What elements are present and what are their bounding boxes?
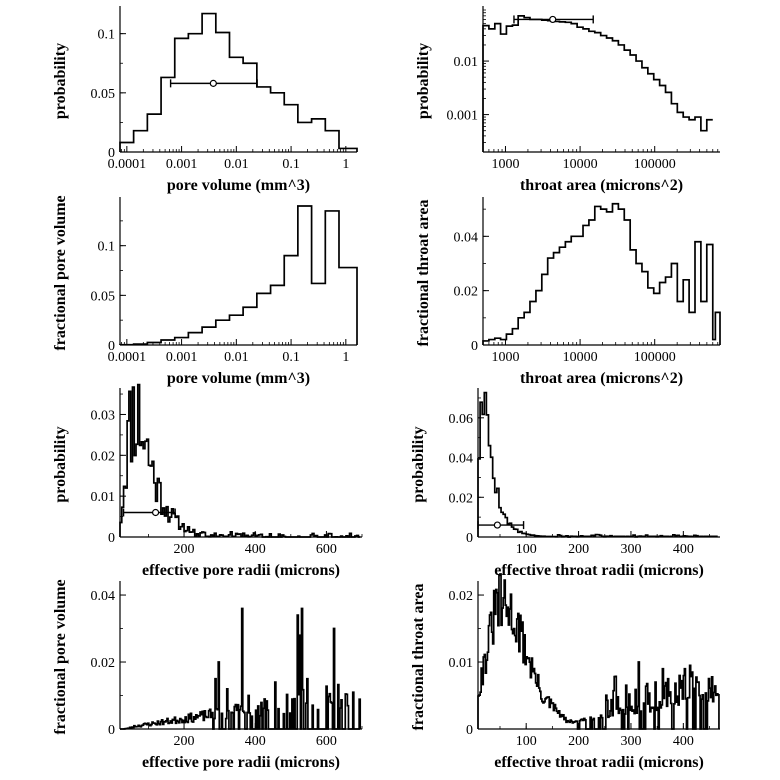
y-tick-label: 0 — [466, 531, 473, 546]
y-tick-label: 0.01 — [449, 656, 474, 671]
y-tick-label: 0.02 — [91, 449, 116, 464]
y-axis-label: fractional throat area — [415, 200, 432, 347]
panel-effective-pore-radii-probability: 200 400 600 0 0.01 0.02 0.03 effective pore rad… — [52, 383, 363, 579]
y-tick-label: 0.02 — [449, 589, 474, 604]
panel-pore-volume-probability: 0.0001 0.001 0.01 0.1 1 0 0.05 0.1 pore volume (… — [52, 6, 358, 194]
y-axis-label: probability — [52, 426, 69, 502]
y-tick-label: 0.001 — [447, 109, 479, 124]
x-axis-label: throat area (microns^2) — [520, 370, 683, 387]
panel-throat-area-fractional: 1000 10000 100000 0 0.02 0.04 throat area (mic… — [415, 197, 721, 387]
panel-pore-volume-fractional: 0.0001 0.001 0.01 0.1 1 0 0.05 0.1 pore volume (… — [52, 195, 358, 387]
x-tick-label: 100 — [516, 734, 537, 749]
x-tick-label: 0.0001 — [108, 157, 147, 172]
y-tick-label: 0.05 — [91, 87, 116, 102]
mean-marker — [549, 15, 557, 24]
y-tick-label: 0.02 — [91, 656, 116, 671]
x-tick-label: 600 — [316, 542, 337, 557]
y-axis-label: probability — [52, 43, 69, 119]
x-tick-label: 400 — [673, 542, 694, 557]
x-axis-label: pore volume (mm^3) — [167, 177, 310, 194]
x-tick-label: 300 — [620, 734, 641, 749]
y-tick-label: 0 — [471, 339, 478, 354]
y-axis-label: fractional throat area — [410, 584, 427, 731]
histogram-series — [119, 205, 358, 346]
x-tick-label: 10000 — [563, 157, 598, 172]
x-tick-label: 0.001 — [166, 350, 198, 365]
y-axis-label: probability — [410, 426, 427, 502]
x-tick-label: 400 — [245, 734, 266, 749]
x-tick-label: 1000 — [491, 350, 519, 365]
x-axis-label: effective pore radii (microns) — [142, 562, 340, 579]
mean-errorbar — [513, 15, 594, 24]
histogram-series — [482, 14, 713, 152]
x-tick-label: 0.1 — [282, 350, 300, 365]
y-tick-label: 0 — [108, 339, 115, 354]
panel-effective-pore-radii-fractional: 200 400 600 0 0.02 0.04 effective pore radii (… — [52, 579, 363, 771]
y-axis-label: fractional pore volume — [52, 195, 69, 350]
x-tick-label: 100000 — [634, 157, 676, 172]
y-tick-label: 0 — [108, 146, 115, 161]
histogram-series — [477, 391, 718, 538]
x-tick-label: 0.01 — [224, 157, 249, 172]
y-tick-label: 0.01 — [91, 490, 116, 505]
y-tick-label: 0.02 — [449, 491, 474, 506]
x-tick-label: 0.001 — [166, 157, 198, 172]
histogram-series — [477, 573, 720, 730]
y-tick-label: 0.04 — [454, 230, 479, 245]
mean-errorbar — [477, 521, 525, 530]
x-axis-label: effective throat radii (microns) — [494, 754, 704, 771]
x-tick-label: 1000 — [491, 157, 519, 172]
x-tick-label: 0.01 — [224, 350, 249, 365]
y-tick-label: 0 — [466, 723, 473, 738]
x-tick-label: 10000 — [563, 350, 598, 365]
mean-errorbar — [122, 508, 176, 517]
x-tick-label: 0.0001 — [108, 350, 147, 365]
y-tick-label: 0.04 — [449, 452, 474, 467]
x-tick-label: 100 — [516, 542, 537, 557]
x-axis-label: pore volume (mm^3) — [167, 370, 310, 387]
y-axis-label: probability — [415, 43, 432, 119]
y-axis-label: fractional pore volume — [52, 579, 69, 734]
panel-effective-throat-radii-probability: 100 200 300 400 0 0.02 0.04 0.06 effective throa… — [410, 388, 720, 579]
x-tick-label: 1 — [342, 350, 349, 365]
x-tick-label: 200 — [568, 734, 589, 749]
y-tick-label: 0.02 — [454, 285, 479, 300]
histogram-series — [120, 607, 362, 730]
histogram-series — [119, 383, 361, 538]
y-tick-label: 0 — [108, 531, 115, 546]
x-tick-label: 200 — [174, 734, 195, 749]
mean-marker — [493, 521, 501, 529]
panel-throat-area-probability: 1000 10000 100000 0.001 0.01 throat area (mic… — [415, 6, 720, 194]
panel-effective-throat-radii-fractional: 100 200 300 400 0 0.01 0.02 effective throat ra… — [410, 573, 720, 771]
y-tick-label: 0.01 — [454, 55, 479, 70]
y-tick-label: 0.1 — [98, 240, 116, 255]
x-tick-label: 1 — [342, 157, 349, 172]
x-tick-label: 200 — [568, 542, 589, 557]
mean-errorbar — [169, 79, 258, 88]
y-tick-label: 0.04 — [91, 589, 116, 604]
y-tick-label: 0.05 — [91, 289, 116, 304]
y-tick-label: 0.1 — [98, 28, 116, 43]
histogram-series — [482, 202, 721, 345]
y-tick-label: 0.06 — [449, 412, 474, 427]
y-tick-label: 0 — [108, 723, 115, 738]
histogram-series — [119, 12, 358, 152]
x-tick-label: 0.1 — [282, 157, 300, 172]
x-tick-label: 400 — [673, 734, 694, 749]
x-tick-label: 200 — [174, 542, 195, 557]
x-tick-label: 300 — [620, 542, 641, 557]
y-tick-label: 0.03 — [91, 408, 116, 423]
x-axis-label: effective throat radii (microns) — [494, 562, 704, 579]
x-axis-label: effective pore radii (microns) — [142, 754, 340, 771]
x-tick-label: 400 — [245, 542, 266, 557]
x-axis-label: throat area (microns^2) — [520, 177, 683, 194]
x-tick-label: 100000 — [634, 350, 676, 365]
x-tick-label: 600 — [316, 734, 337, 749]
mean-marker — [151, 508, 160, 517]
mean-marker — [209, 79, 217, 87]
